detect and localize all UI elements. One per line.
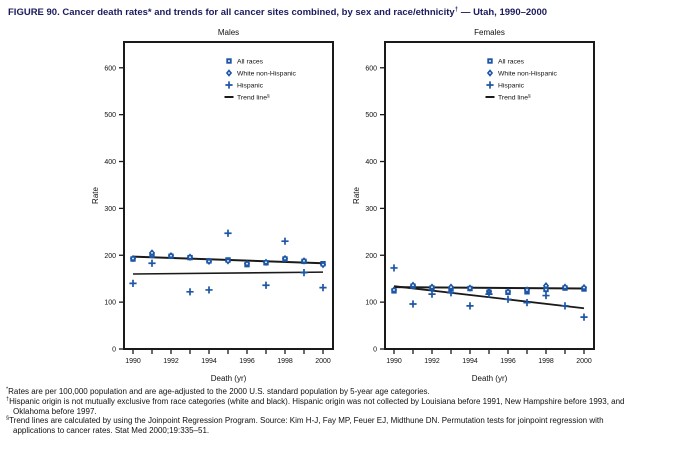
legend: All races White non-Hispanic Hispanic Trend… — [485, 58, 558, 102]
svg-text:1990: 1990 — [386, 358, 402, 365]
chart-title: Females — [474, 28, 505, 37]
svg-text:0: 0 — [373, 347, 377, 354]
footnote-marker-section: § — [6, 415, 10, 422]
svg-text:300: 300 — [365, 206, 377, 213]
svg-text:400: 400 — [104, 159, 116, 166]
footnote-trend-lines: §Trend lines are calculated by using the… — [6, 416, 631, 436]
svg-text:1998: 1998 — [538, 358, 554, 365]
males-chart-canvas: Males 0 100 200 300 400 500 600 Rate 1990 1992 1994… — [91, 28, 334, 383]
legend-label-square: All races — [237, 59, 264, 66]
chart-title: Males — [218, 28, 239, 37]
svg-text:1992: 1992 — [424, 358, 440, 365]
svg-text:1992: 1992 — [163, 358, 179, 365]
svg-text:0: 0 — [112, 347, 116, 354]
footnote-rates-text: Rates are per 100,000 population and are… — [8, 387, 430, 396]
svg-text:1996: 1996 — [239, 358, 255, 365]
footnote-rates: *Rates are per 100,000 population and ar… — [6, 387, 631, 397]
x-axis: 1990 1992 1994 1996 1998 2000 Death (yr) — [386, 349, 592, 383]
footnote-hispanic-origin-text: Hispanic origin is not mutually exclusiv… — [9, 396, 625, 416]
x-axis-label: Death (yr) — [211, 374, 247, 383]
figure-title: FIGURE 90. Cancer death rates* and trend… — [8, 6, 688, 18]
series-hispanic — [129, 229, 327, 296]
svg-text:1996: 1996 — [500, 358, 516, 365]
svg-text:500: 500 — [104, 112, 116, 119]
legend-label-square: All races — [498, 59, 525, 66]
series-hispanic — [390, 264, 588, 321]
footnote-marker-dagger: † — [6, 396, 10, 403]
svg-text:100: 100 — [365, 300, 377, 307]
legend-label-diamond: White non-Hispanic — [237, 71, 297, 78]
x-axis: 1990 1992 1994 1996 1998 2000 Death (yr) — [125, 349, 331, 383]
svg-text:2000: 2000 — [315, 358, 331, 365]
svg-text:200: 200 — [365, 253, 377, 260]
figure-title-main: FIGURE 90. Cancer death rates* and trend… — [8, 7, 455, 19]
svg-text:300: 300 — [104, 206, 116, 213]
svg-text:500: 500 — [365, 112, 377, 119]
footnotes: *Rates are per 100,000 population and ar… — [6, 387, 631, 436]
svg-text:600: 600 — [104, 65, 116, 72]
y-axis: 0 100 200 300 400 500 600 Rate — [352, 65, 385, 354]
y-axis-label: Rate — [91, 187, 100, 204]
svg-text:2000: 2000 — [576, 358, 592, 365]
legend-label-plus: Hispanic — [498, 83, 525, 90]
legend-label-plus: Hispanic — [237, 83, 264, 90]
x-axis-label: Death (yr) — [472, 374, 508, 383]
footnote-hispanic-origin: †Hispanic origin is not mutually exclusi… — [6, 396, 631, 417]
svg-text:200: 200 — [104, 253, 116, 260]
legend-label-diamond: White non-Hispanic — [498, 71, 558, 78]
svg-text:1994: 1994 — [462, 358, 478, 365]
figure-title-tail: — Utah, 1990–2000 — [458, 7, 548, 19]
svg-text:400: 400 — [365, 159, 377, 166]
legend-label-line: Trend line§ — [498, 93, 531, 101]
legend-label-line: Trend line§ — [237, 93, 270, 101]
footnote-trend-lines-text: Trend lines are calculated by using the … — [9, 416, 604, 435]
svg-text:600: 600 — [365, 65, 377, 72]
svg-text:1998: 1998 — [277, 358, 293, 365]
svg-text:1990: 1990 — [125, 358, 141, 365]
series-white-non-hispanic — [129, 249, 327, 269]
svg-text:100: 100 — [104, 300, 116, 307]
series-white-non-hispanic — [390, 281, 588, 296]
figure-title-dagger: † — [454, 6, 459, 13]
y-axis-label: Rate — [352, 187, 361, 204]
legend: All races White non-Hispanic Hispanic Trend… — [224, 58, 297, 102]
y-axis: 0 100 200 300 400 500 600 Rate — [91, 65, 124, 354]
svg-text:1994: 1994 — [201, 358, 217, 365]
footnote-marker-asterisk: * — [6, 386, 9, 393]
